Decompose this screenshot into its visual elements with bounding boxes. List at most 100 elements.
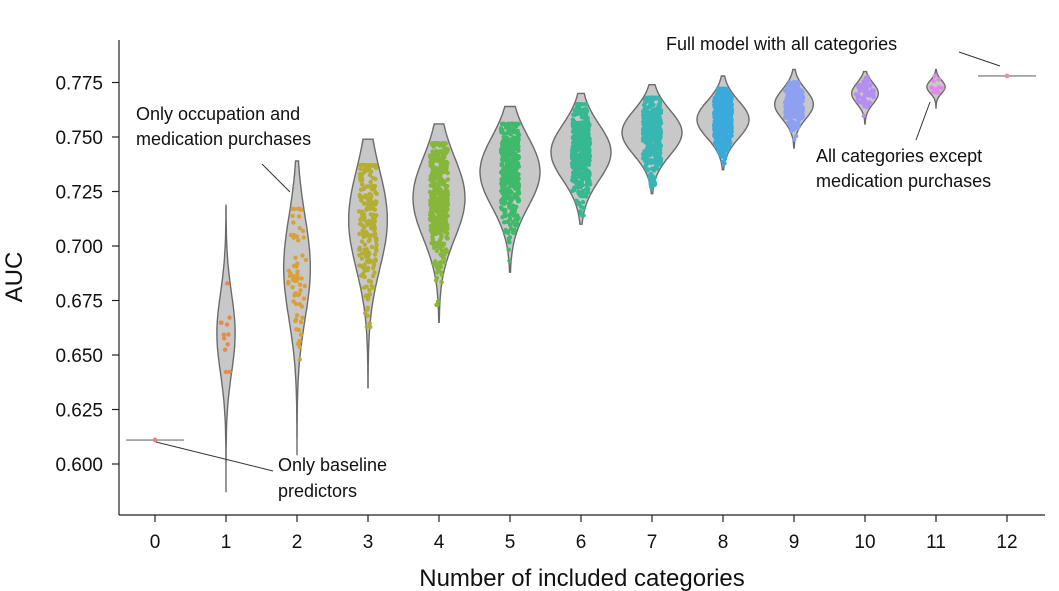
data-point bbox=[579, 134, 584, 140]
data-point bbox=[501, 131, 506, 136]
data-point bbox=[654, 159, 659, 164]
data-point bbox=[367, 237, 372, 242]
data-point bbox=[439, 189, 445, 194]
data-point bbox=[432, 261, 437, 266]
data-point bbox=[510, 220, 515, 225]
data-point bbox=[571, 155, 576, 161]
data-point bbox=[515, 173, 520, 178]
data-point bbox=[432, 240, 438, 246]
data-point bbox=[575, 157, 581, 162]
x-tick-label: 9 bbox=[789, 532, 800, 553]
data-point bbox=[512, 186, 518, 191]
x-tick-label: 5 bbox=[505, 532, 516, 553]
data-point bbox=[372, 252, 378, 257]
data-point bbox=[857, 88, 862, 94]
data-point bbox=[293, 278, 298, 284]
data-point bbox=[652, 137, 657, 142]
data-point bbox=[855, 95, 860, 100]
y-ticks: 0.600 0.625 0.650 0.675 0.700 0.725 0.750 0.775 bbox=[55, 74, 119, 476]
data-point bbox=[499, 141, 505, 146]
data-point bbox=[364, 207, 369, 212]
data-point bbox=[366, 232, 371, 238]
data-point bbox=[435, 302, 440, 308]
data-point bbox=[432, 226, 437, 232]
data-point bbox=[362, 262, 367, 267]
data-point bbox=[439, 270, 444, 275]
data-point bbox=[357, 231, 362, 236]
data-point bbox=[361, 265, 367, 271]
data-point bbox=[511, 129, 517, 135]
data-point bbox=[652, 182, 658, 187]
x-tick-label: 4 bbox=[434, 532, 445, 553]
data-point bbox=[372, 207, 377, 212]
data-point bbox=[726, 98, 732, 103]
data-point bbox=[298, 319, 304, 325]
data-point bbox=[442, 213, 447, 218]
data-point bbox=[221, 332, 226, 337]
data-point bbox=[222, 336, 227, 341]
data-point bbox=[858, 100, 863, 105]
data-point bbox=[444, 249, 449, 254]
data-point bbox=[499, 180, 505, 185]
data-point bbox=[370, 273, 376, 279]
data-point bbox=[644, 140, 650, 145]
data-point bbox=[646, 132, 651, 137]
data-point bbox=[361, 217, 367, 222]
data-point bbox=[367, 287, 372, 293]
axes-layer bbox=[118, 40, 1045, 516]
data-point bbox=[577, 174, 582, 179]
leader-line-full-model bbox=[958, 51, 1001, 67]
data-point bbox=[580, 175, 585, 180]
data-point bbox=[577, 110, 583, 116]
data-point bbox=[646, 105, 651, 110]
data-point bbox=[440, 163, 445, 168]
data-point bbox=[435, 270, 440, 275]
data-point bbox=[374, 238, 379, 244]
x-tick-label: 6 bbox=[576, 532, 587, 553]
data-point bbox=[225, 342, 230, 347]
data-point bbox=[444, 159, 449, 165]
data-point bbox=[440, 195, 446, 200]
y-tick-label: 0.650 bbox=[55, 346, 103, 367]
data-point bbox=[434, 217, 439, 222]
data-point bbox=[300, 253, 305, 258]
data-point bbox=[365, 258, 371, 263]
data-point bbox=[371, 187, 377, 192]
data-point bbox=[368, 203, 374, 209]
data-point bbox=[795, 86, 800, 91]
data-point bbox=[225, 281, 230, 286]
data-point bbox=[574, 144, 579, 149]
data-point bbox=[504, 142, 510, 148]
data-point bbox=[506, 201, 512, 207]
data-point bbox=[501, 167, 507, 173]
data-point bbox=[729, 120, 734, 126]
data-point bbox=[504, 125, 509, 130]
data-point bbox=[863, 92, 868, 98]
data-point bbox=[435, 263, 440, 268]
data-point bbox=[1004, 73, 1010, 79]
violin-shape bbox=[283, 160, 311, 456]
data-point bbox=[359, 210, 365, 215]
data-point bbox=[429, 223, 435, 228]
x-tick-label: 0 bbox=[150, 532, 161, 553]
data-point bbox=[516, 137, 521, 142]
data-point bbox=[658, 99, 663, 104]
data-point bbox=[712, 102, 717, 108]
data-point bbox=[867, 83, 873, 88]
data-point bbox=[430, 218, 435, 224]
data-point bbox=[516, 182, 522, 187]
data-point bbox=[366, 168, 371, 173]
data-point bbox=[370, 163, 375, 168]
y-tick-label: 0.625 bbox=[55, 401, 103, 422]
data-point bbox=[640, 109, 646, 114]
data-point bbox=[444, 208, 449, 213]
annotation-full-model-text: Full model with all categories bbox=[666, 34, 897, 54]
y-tick-label: 0.725 bbox=[55, 183, 103, 204]
data-point bbox=[575, 122, 580, 127]
data-point bbox=[445, 177, 451, 182]
data-point bbox=[445, 236, 450, 241]
data-point bbox=[298, 332, 304, 337]
data-point bbox=[572, 108, 577, 113]
data-point bbox=[364, 284, 369, 289]
